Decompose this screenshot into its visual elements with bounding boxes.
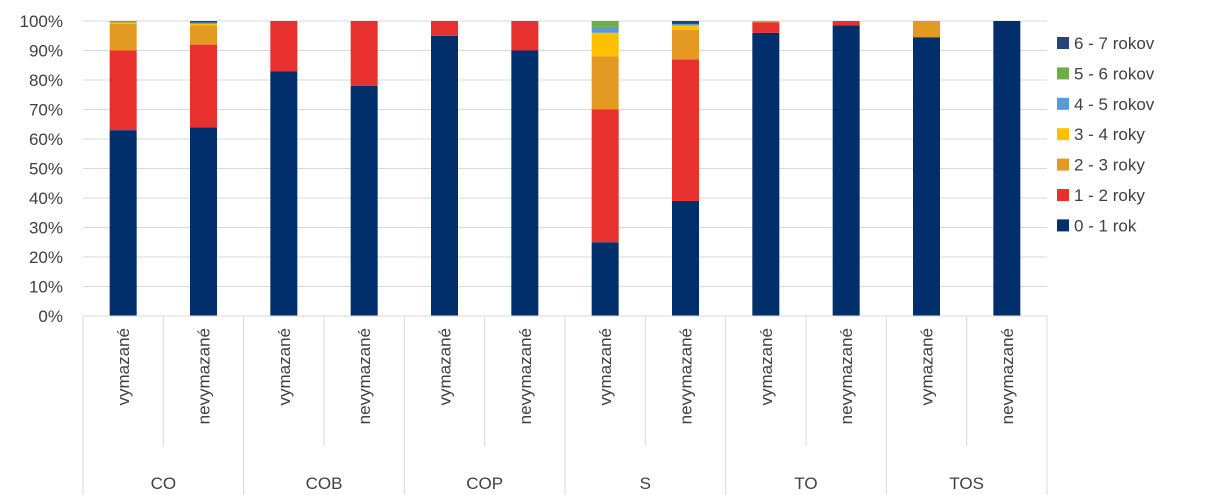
y-tick-label: 50% [29,160,63,179]
y-tick-label: 80% [29,71,63,90]
bar-segment [913,21,940,38]
legend: 6 - 7 rokov 5 - 6 rokov 4 - 5 rokov 3 - 4 r… [1057,34,1155,235]
legend-swatch [1057,189,1069,201]
bar-segment [350,85,378,317]
legend-swatch [1057,37,1069,49]
x-category-label: vymazané [596,328,615,405]
legend-label: 5 - 6 rokov [1074,64,1155,83]
y-tick-label: 70% [29,101,63,120]
y-tick-label: 90% [29,42,63,61]
legend-swatch [1057,67,1069,80]
x-category-label: vymazané [918,328,937,405]
y-tick-label: 20% [29,248,63,267]
x-axis: vymazané nevymazané CO vymazané nevymazané CO… [82,315,1048,495]
legend-swatch [1057,158,1069,171]
x-category-label: nevymazané [195,328,214,424]
y-tick-label: 0% [38,307,63,326]
bar-segment [109,23,137,51]
legend-label: 0 - 1 rok [1074,216,1137,235]
bar-segment [591,26,619,33]
bar-segment [511,50,539,316]
legend-label: 2 - 3 roky [1074,156,1145,175]
legend-label: 4 - 5 rokov [1074,95,1155,114]
y-tick-label: 10% [29,278,63,297]
x-category-label: vymazané [275,328,294,405]
bar-segment [190,44,217,128]
bar-segment [993,21,1021,316]
x-category-label: vymazané [436,328,455,405]
bar-segment [270,71,298,317]
legend-swatch [1057,97,1069,110]
legend-swatch [1057,219,1069,232]
bar-segment [431,21,458,36]
bar-segment [752,21,780,23]
x-category-label: vymazané [114,328,133,405]
legend-label: 3 - 4 roky [1074,125,1145,144]
legend-swatch [1057,128,1069,141]
x-group-label: COB [306,474,343,493]
bar-segment [190,22,217,24]
bar-segment [109,21,137,23]
x-category-label: vymazané [757,328,776,405]
y-tick-label: 30% [29,219,63,238]
legend-label: 1 - 2 roky [1074,186,1145,205]
bar-segment [591,32,619,57]
bar-segment [190,21,217,23]
bar-segment [591,56,619,110]
bar-segment [511,21,539,51]
bar-segment [270,21,298,72]
bar-segment [832,21,860,26]
bar-segment [672,25,699,30]
y-tick-label: 100% [20,12,63,31]
bar-segment [109,130,137,316]
bar-segment [752,32,780,317]
bar-segment [190,127,217,316]
bar-segment [109,22,137,24]
y-tick-label: 40% [29,189,63,208]
x-category-label: nevymazané [677,328,696,424]
bar-segment [672,21,699,24]
bar-segment [591,109,619,243]
x-group-label: S [640,474,651,493]
x-group-label: CO [151,474,177,493]
bar-segment [672,59,699,201]
bar-segment [591,242,619,316]
bar-segment [672,200,699,316]
bar-segment [832,25,860,317]
x-category-label: nevymazané [998,328,1017,424]
bar-segment [190,23,217,26]
bar-segment [913,37,940,316]
bar-segment [672,23,699,26]
x-group-label: TOS [949,474,984,493]
bar-segment [591,21,619,27]
y-tick-label: 60% [29,130,63,149]
x-group-label: COP [466,474,503,493]
bar-segment [431,35,458,316]
y-axis: 0% 10% 20% 30% 40% 50% 60% 70% 80% 90% 100% [20,12,63,326]
bar-segment [109,50,137,131]
legend-label: 6 - 7 rokov [1074,34,1155,53]
x-group-label: TO [794,474,817,493]
bar-segment [752,22,780,33]
x-category-label: nevymazané [355,328,374,424]
bar-segment [350,21,378,86]
bar-segment [190,25,217,45]
x-category-label: nevymazané [516,328,535,424]
x-category-label: nevymazané [837,328,856,424]
bar-segment [672,29,699,60]
gridlines [83,20,1047,317]
bars [109,21,1021,317]
